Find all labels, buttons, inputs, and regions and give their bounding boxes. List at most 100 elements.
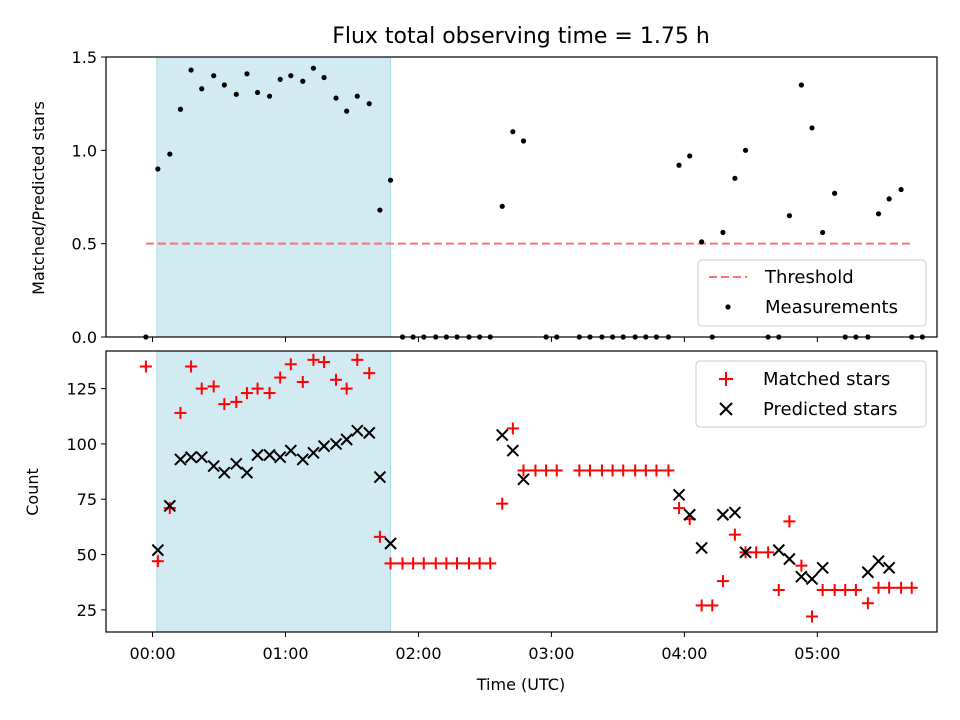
x-stroke-b <box>716 508 730 521</box>
x-stroke-b <box>695 541 708 555</box>
measurement-point <box>798 82 804 88</box>
predicted-star-point <box>739 546 752 559</box>
bottom-y-axis-label: Count <box>23 468 42 516</box>
x-stroke-b <box>284 444 298 457</box>
matched-star-point <box>240 387 253 400</box>
matched-star-point <box>650 464 663 477</box>
predicted-star-point <box>517 473 530 486</box>
measurement-point <box>233 91 239 97</box>
x-stroke-b <box>174 453 187 466</box>
matched-star-point <box>230 395 243 408</box>
predicted-star-point <box>683 508 696 521</box>
matched-star-point <box>440 557 453 570</box>
matched-star-point <box>861 597 874 610</box>
matched-star-point <box>417 557 430 570</box>
measurement-point <box>199 86 205 92</box>
predicted-star-point <box>340 433 353 446</box>
x-stroke-b <box>240 466 254 479</box>
predicted-star-point <box>872 554 885 568</box>
x-stroke-b <box>251 448 264 462</box>
matched-star-point <box>318 356 331 369</box>
predicted-star-point <box>284 444 298 457</box>
legend-matched-label: Matched stars <box>763 369 890 390</box>
x-stroke-b <box>683 508 696 521</box>
matched-star-point <box>218 398 231 411</box>
matched-star-point <box>517 464 530 477</box>
measurement-point <box>732 175 738 181</box>
x-stroke-b <box>207 459 220 473</box>
top-observing-window-shade <box>156 56 392 338</box>
y-tick-label: 100 <box>66 435 97 454</box>
x-stroke-b <box>329 437 343 451</box>
matched-star-point <box>384 557 397 570</box>
x-stroke-b <box>728 506 742 519</box>
x-stroke-b <box>772 543 785 557</box>
matched-star-point <box>606 464 619 477</box>
x-stroke-b <box>795 570 808 583</box>
predicted-star-point <box>816 561 829 575</box>
measurement-point <box>354 93 360 99</box>
x-stroke-b <box>373 470 387 484</box>
x-stroke-b <box>230 457 243 471</box>
matched-star-point <box>351 353 364 366</box>
predicted-star-point <box>772 543 785 557</box>
predicted-star-point <box>363 426 376 440</box>
predicted-stars-points <box>151 424 896 586</box>
measurement-point <box>387 177 394 183</box>
matched-star-point <box>728 528 741 541</box>
x-stroke-b <box>517 473 530 486</box>
measurement-point <box>266 93 273 99</box>
top-legend: Threshold Measurements <box>697 259 927 327</box>
matched-star-point <box>828 583 841 596</box>
measurement-point <box>875 211 882 217</box>
measurement-point <box>742 147 749 153</box>
top-y-axis-label: Matched/Predicted stars <box>29 101 48 295</box>
x-tick-label: 01:00 <box>262 644 308 663</box>
matched-star-point <box>451 557 464 570</box>
measurement-point <box>310 65 317 71</box>
measurement-point <box>244 71 250 77</box>
x-stroke-b <box>739 546 752 559</box>
measurement-point <box>676 162 682 168</box>
predicted-star-point <box>195 450 208 464</box>
top-legend-box <box>697 259 927 327</box>
x-stroke-b <box>218 466 231 479</box>
matched-star-point <box>662 464 675 477</box>
predicted-star-point <box>317 439 331 453</box>
x-stroke-b <box>783 552 796 566</box>
predicted-star-point <box>506 444 520 457</box>
matched-star-point <box>673 502 686 515</box>
measurement-point <box>254 89 261 96</box>
y-tick-label: 125 <box>66 380 97 399</box>
measurement-point <box>499 203 505 209</box>
matched-star-point <box>274 371 287 384</box>
matched-star-point <box>473 557 486 570</box>
measurement-point <box>321 74 327 81</box>
measurement-point <box>886 196 892 202</box>
matched-star-point <box>695 599 708 612</box>
matched-star-point <box>484 557 497 570</box>
measurement-point <box>300 78 306 84</box>
matched-star-point <box>407 557 420 570</box>
predicted-star-point <box>351 424 364 437</box>
x-stroke-b <box>273 450 287 464</box>
legend-predicted-swatch <box>719 402 733 416</box>
measurement-point <box>720 229 726 236</box>
x-tick-label: 04:00 <box>661 644 707 663</box>
measurement-point <box>344 108 350 114</box>
predicted-star-point <box>882 561 896 575</box>
matched-star-point <box>195 382 208 395</box>
matched-star-point <box>795 559 808 572</box>
measurement-point <box>786 213 793 219</box>
predicted-star-point <box>783 552 796 566</box>
measurement-point <box>687 153 693 159</box>
matched-star-point <box>883 581 896 594</box>
matched-star-point <box>185 360 198 373</box>
predicted-star-point <box>207 459 220 473</box>
measurement-point <box>211 73 217 79</box>
measurement-point <box>699 239 705 245</box>
x-stroke-b <box>163 499 177 513</box>
matched-star-point <box>330 373 343 386</box>
x-stroke-b <box>506 444 520 457</box>
